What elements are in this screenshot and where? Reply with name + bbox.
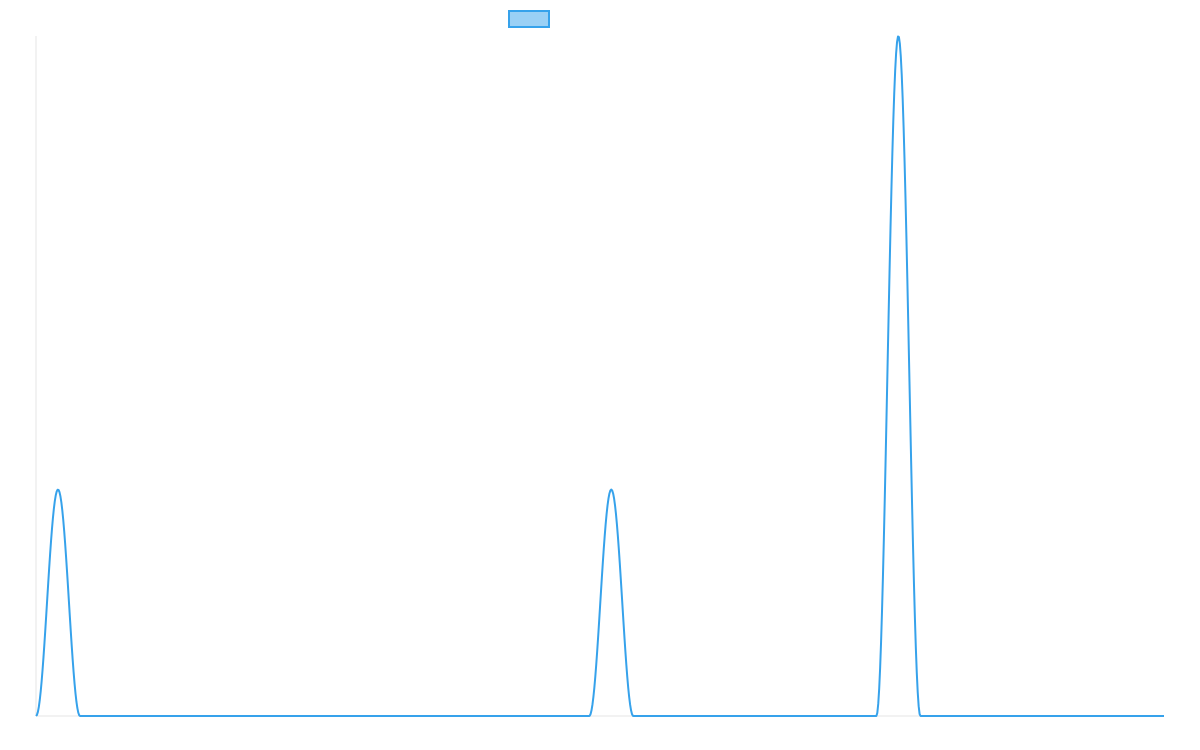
- legend-swatch[interactable]: [508, 10, 550, 28]
- series-layer: [35, 35, 1165, 717]
- series-line-0[interactable]: [35, 35, 1165, 717]
